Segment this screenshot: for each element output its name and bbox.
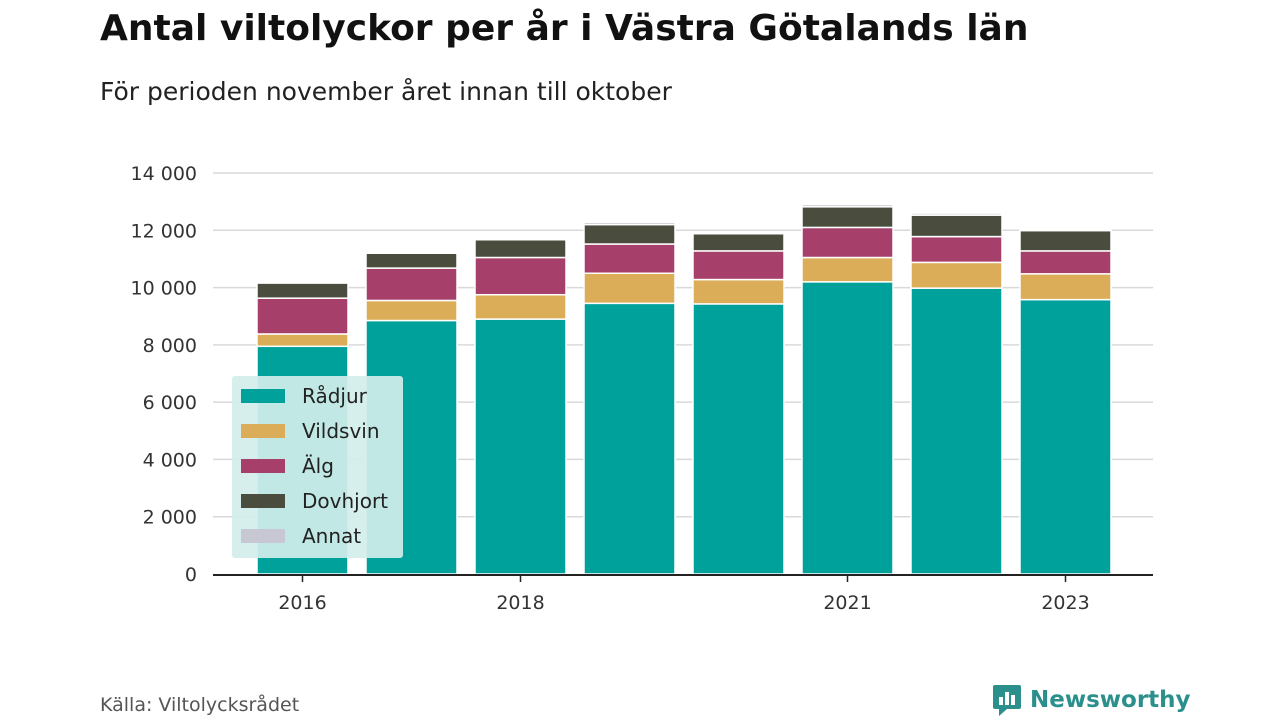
source-note: Källa: Viltolycksrådet	[100, 694, 300, 716]
legend-box	[232, 376, 403, 558]
legend-label: Dovhjort	[302, 489, 388, 513]
bar-segment-vildsvin-2021	[801, 256, 894, 283]
legend-label: Älg	[302, 454, 334, 478]
bar-segment-rådjur-2019	[583, 302, 676, 575]
bar-segment-rådjur-2018	[474, 318, 567, 575]
bar-segment-rådjur-2021	[801, 281, 894, 575]
legend-swatch-vildsvin	[241, 424, 285, 438]
bar-segment-dovhjort-2019	[583, 223, 676, 245]
bar-segment-älg-2016	[256, 297, 349, 335]
brand-logo[interactable]: Newsworthy	[992, 683, 1191, 717]
legend-swatch-älg	[241, 459, 285, 473]
stacked-bar-chart: 0 2 000 4 000 6 000 8 000 10 000 12 000 14 000 2…	[131, 163, 1153, 614]
legend-label: Rådjur	[302, 384, 368, 408]
bar-segment-vildsvin-2023	[1019, 273, 1112, 301]
bar-segment-älg-2018	[474, 256, 567, 296]
bar-segment-annat-2017	[365, 251, 458, 254]
x-tick-label: 2018	[496, 592, 544, 614]
legend-label: Annat	[302, 524, 361, 548]
legend-swatch-rådjur	[241, 389, 285, 403]
bar-segment-annat-2021	[801, 203, 894, 208]
bar-segment-rådjur-2020	[692, 303, 785, 575]
y-tick-label: 0	[185, 564, 197, 586]
y-tick-label: 8 000	[143, 335, 197, 357]
y-tick-label: 14 000	[131, 163, 197, 185]
bar-segment-annat-2018	[474, 237, 567, 241]
bar-segment-dovhjort-2020	[692, 232, 785, 252]
x-tick-label: 2023	[1041, 592, 1089, 614]
x-tick-label: 2016	[278, 592, 326, 614]
legend-swatch-annat	[241, 529, 285, 543]
bar-segment-vildsvin-2022	[910, 261, 1003, 289]
axes: 0 2 000 4 000 6 000 8 000 10 000 12 000 14 000 2…	[131, 163, 1153, 614]
bar-segment-älg-2023	[1019, 250, 1112, 275]
bar-segment-vildsvin-2017	[365, 299, 458, 322]
bar-segment-rådjur-2022	[910, 287, 1003, 575]
bar-segment-vildsvin-2018	[474, 293, 567, 320]
x-tick-label: 2021	[823, 592, 871, 614]
bar-segment-annat-2016	[256, 281, 349, 284]
y-tick-label: 10 000	[131, 278, 197, 300]
bar-segment-dovhjort-2022	[910, 214, 1003, 238]
bar-segment-dovhjort-2017	[365, 252, 458, 269]
newsworthy-logo-icon	[993, 685, 1021, 716]
bar-segment-vildsvin-2020	[692, 278, 785, 305]
y-tick-label: 2 000	[143, 507, 197, 529]
bar-segment-älg-2017	[365, 267, 458, 302]
bar-segment-annat-2020	[692, 231, 785, 235]
bar-segment-vildsvin-2016	[256, 333, 349, 348]
bar-segment-annat-2022	[910, 212, 1003, 216]
brand-name: Newsworthy	[1030, 687, 1191, 713]
bar-segment-dovhjort-2016	[256, 282, 349, 299]
legend: Rådjur Vildsvin Älg Dovhjort Annat	[232, 376, 403, 558]
legend-label: Vildsvin	[302, 419, 380, 443]
bar-segment-dovhjort-2023	[1019, 229, 1112, 252]
y-tick-label: 12 000	[131, 220, 197, 242]
y-tick-label: 4 000	[143, 449, 197, 471]
legend-swatch-dovhjort	[241, 494, 285, 508]
bar-segment-älg-2019	[583, 243, 676, 274]
bar-segment-älg-2021	[801, 226, 894, 259]
bar-segment-älg-2020	[692, 250, 785, 281]
chart-subtitle: För perioden november året innan till ok…	[100, 77, 672, 106]
bar-segment-vildsvin-2019	[583, 272, 676, 305]
chart-title: Antal viltolyckor per år i Västra Götala…	[100, 8, 1029, 49]
bar-segment-annat-2023	[1019, 228, 1112, 232]
bar-segment-annat-2019	[583, 221, 676, 226]
bar-segment-dovhjort-2018	[474, 238, 567, 259]
bar-segment-rådjur-2023	[1019, 298, 1112, 575]
bar-segment-dovhjort-2021	[801, 206, 894, 229]
bar-segment-älg-2022	[910, 235, 1003, 264]
y-tick-label: 6 000	[143, 392, 197, 414]
